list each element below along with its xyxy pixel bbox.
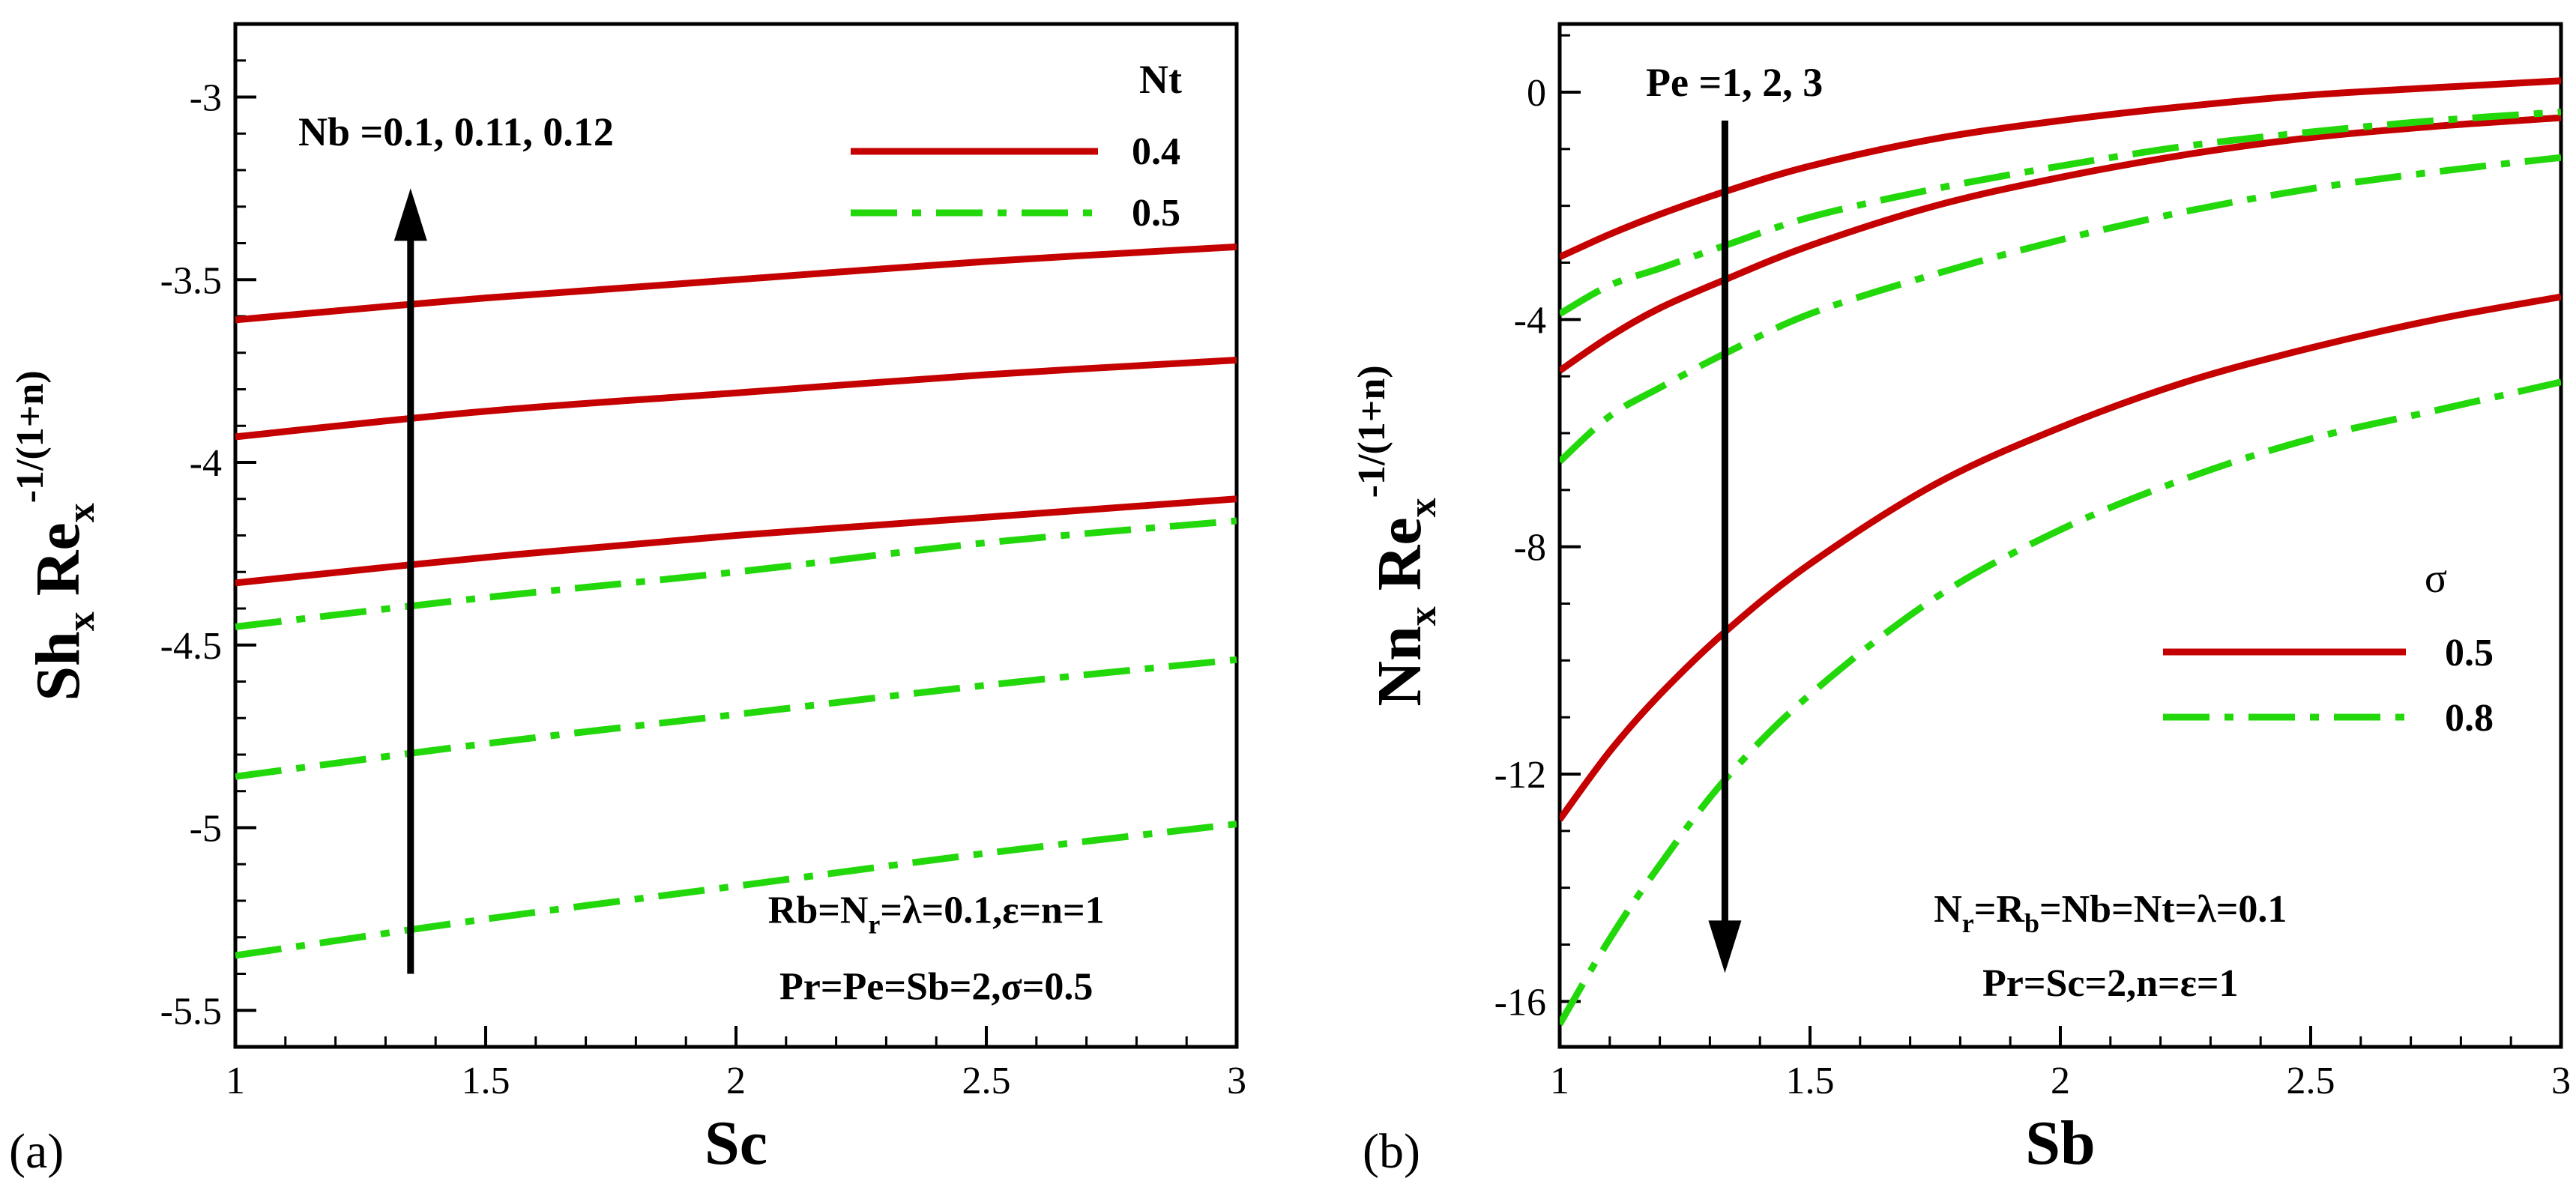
arrow-a-label: Nb =0.1, 0.11, 0.12: [298, 109, 614, 154]
series-line-3: [1560, 293, 2561, 822]
legend-b-label-0: 0.5: [2445, 632, 2494, 674]
y-tick-label: -5.5: [160, 990, 222, 1033]
y-tick-label: -3.5: [160, 259, 222, 302]
panel-a: 1 1.5 2 2.5 3 -5.5 -5 -4.5 -4 -3.5 -3 Rb=Nr=λ=0.1,…: [9, 22, 1246, 1179]
panel-b: 1 1.5 2 2.5 3 -16 -12 -8 -4 0 Nr=Rb=Nb=Nt=λ=0.1 Pr…: [1351, 22, 2571, 1179]
panel-a-series: [235, 243, 1237, 959]
panel-b-series: [1560, 77, 2561, 1026]
x-tick-label: 3: [2551, 1060, 2571, 1102]
series-line-1: [235, 243, 1237, 324]
series-line-2: [235, 357, 1237, 441]
arrow-head: [393, 188, 427, 241]
series-line-1: [1560, 77, 2561, 261]
xlabel-a: Sc: [705, 1108, 767, 1178]
y-tick-label: -16: [1494, 981, 1546, 1024]
panel-a-label: (a): [9, 1124, 64, 1179]
y-tick-label: -5: [190, 808, 222, 851]
legend-a-title: Nt: [1139, 57, 1182, 102]
panel-b-label: (b): [1363, 1124, 1420, 1179]
xlabel-b: Sb: [2025, 1108, 2095, 1178]
arrow-b-label: Pe =1, 2, 3: [1646, 60, 1823, 105]
x-tick-label: 1: [226, 1060, 245, 1102]
arrow-head: [1708, 920, 1742, 973]
annotation-a-1: Rb=Nr=λ=0.1,ε=n=1: [768, 889, 1105, 939]
legend-a-label-0: 0.4: [1132, 130, 1180, 173]
x-tick-label: 2: [726, 1060, 746, 1102]
annotation-a-2: Pr=Pe=Sb=2,σ=0.5: [779, 966, 1093, 1009]
panel-a-ticks: 1 1.5 2 2.5 3 -5.5 -5 -4.5 -4 -3.5 -3: [160, 22, 1246, 1102]
series-line-5: [1560, 154, 2561, 465]
panel-b-ticks: 1 1.5 2 2.5 3 -16 -12 -8 -4 0: [1494, 34, 2571, 1102]
legend-b-title: σ: [2425, 555, 2447, 602]
y-tick-label: -8: [1514, 527, 1546, 570]
annotation-b-1: Nr=Rb=Nb=Nt=λ=0.1: [1934, 888, 2287, 938]
y-tick-label: -4: [190, 442, 222, 485]
y-tick-label: -12: [1494, 754, 1546, 797]
x-tick-label: 2.5: [2287, 1060, 2335, 1102]
panel-b-overlay: Nr=Rb=Nb=Nt=λ=0.1 Pr=Sc=2,n=ε=1: [1708, 120, 2287, 1005]
panel-a-overlay: Rb=Nr=λ=0.1,ε=n=1 Pr=Pe=Sb=2,σ=0.5: [393, 188, 1105, 1009]
x-tick-label: 2: [2051, 1060, 2070, 1102]
y-tick-label: 0: [1527, 72, 1546, 115]
annotation-b-2: Pr=Sc=2,n=ε=1: [1982, 962, 2239, 1005]
x-tick-label: 2.5: [962, 1060, 1011, 1102]
legend-a-label-1: 0.5: [1132, 192, 1180, 235]
x-tick-label: 3: [1227, 1060, 1246, 1102]
y-tick-label: -4: [1514, 299, 1546, 342]
series-line-5: [235, 656, 1237, 780]
ylabel-b: Nnx Rex-1/(1+n): [1351, 365, 1444, 706]
series-line-3: [235, 495, 1237, 587]
series-line-6: [1560, 378, 2561, 1026]
legend-b-label-1: 0.8: [2445, 697, 2494, 740]
x-tick-label: 1.5: [462, 1060, 510, 1102]
x-tick-label: 1: [1550, 1060, 1569, 1102]
x-tick-label: 1.5: [1786, 1060, 1835, 1102]
y-tick-label: -3: [190, 77, 222, 120]
series-line-2: [1560, 114, 2561, 374]
y-tick-label: -4.5: [160, 625, 222, 668]
series-line-4: [1560, 109, 2561, 317]
ylabel-a: Shx Rex-1/(1+n): [9, 370, 103, 701]
